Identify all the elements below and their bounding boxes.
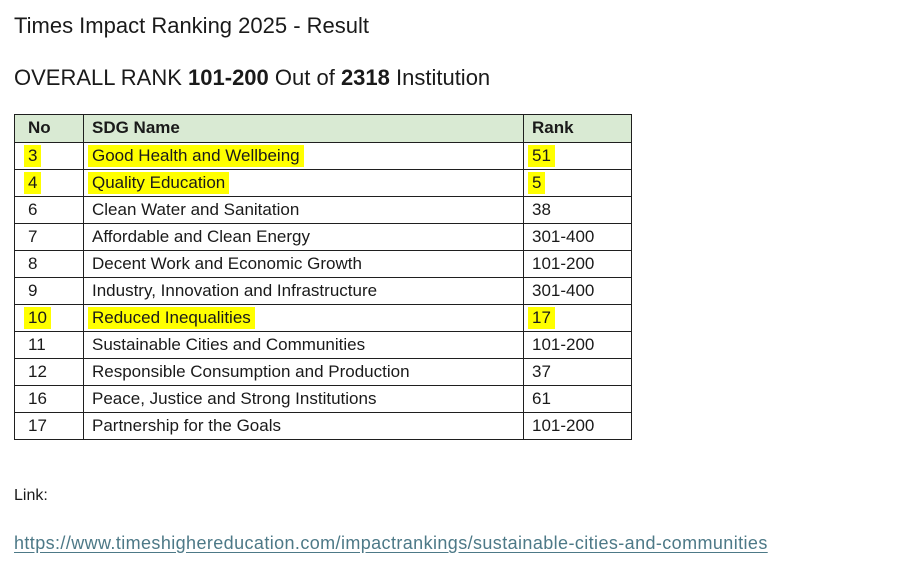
cell-sdg-name: Clean Water and Sanitation — [83, 195, 524, 224]
cell-no: 16 — [14, 384, 84, 413]
cell-rank: 51 — [523, 141, 632, 170]
cell-sdg-name-text: Quality Education — [88, 171, 230, 194]
cell-no: 4 — [14, 168, 84, 197]
overall-rank-suffix: Institution — [389, 65, 491, 91]
slide-page: Times Impact Ranking 2025 - Result OVERA… — [0, 13, 900, 570]
cell-no: 3 — [14, 141, 84, 170]
cell-no-text: 12 — [28, 361, 47, 381]
cell-rank: 301-400 — [523, 222, 632, 251]
cell-rank-text: 61 — [532, 388, 551, 408]
cell-no-text: 6 — [28, 199, 38, 219]
cell-rank: 101-200 — [523, 330, 632, 359]
cell-no: 8 — [14, 249, 84, 278]
cell-rank: 37 — [523, 357, 632, 386]
cell-rank-text: 301-400 — [532, 226, 595, 246]
cell-no-text: 16 — [28, 388, 47, 408]
cell-rank-text: 17 — [528, 306, 555, 329]
cell-no: 10 — [14, 303, 84, 332]
table-row: 12 Responsible Consumption and Productio… — [14, 357, 632, 386]
cell-sdg-name: Affordable and Clean Energy — [83, 222, 524, 251]
table-header: No SDG Name Rank — [14, 113, 632, 143]
cell-no-text: 17 — [28, 415, 47, 435]
overall-rank-middle: Out of — [268, 65, 341, 91]
cell-sdg-name: Reduced Inequalities — [83, 303, 524, 332]
cell-sdg-name: Quality Education — [83, 168, 524, 197]
cell-sdg-name: Sustainable Cities and Communities — [83, 330, 524, 359]
cell-sdg-name-text: Sustainable Cities and Communities — [92, 334, 366, 354]
cell-rank-text: 101-200 — [532, 334, 595, 354]
cell-sdg-name-text: Affordable and Clean Energy — [92, 226, 311, 246]
cell-sdg-name-text: Clean Water and Sanitation — [92, 199, 300, 219]
cell-rank-text: 301-400 — [532, 280, 595, 300]
cell-no-text: 10 — [24, 306, 51, 329]
overall-rank-line: OVERALL RANK 101-200 Out of 2318 Institu… — [14, 65, 900, 90]
cell-rank: 301-400 — [523, 276, 632, 305]
cell-rank: 38 — [523, 195, 632, 224]
cell-sdg-name-text: Peace, Justice and Strong Institutions — [92, 388, 377, 408]
cell-rank: 5 — [523, 168, 632, 197]
table-row: 3 Good Health and Wellbeing 51 — [14, 141, 632, 170]
cell-no: 9 — [14, 276, 84, 305]
header-no: No — [14, 113, 84, 143]
cell-sdg-name: Decent Work and Economic Growth — [83, 249, 524, 278]
cell-no: 7 — [14, 222, 84, 251]
table-row: 10 Reduced Inequalities 17 — [14, 303, 632, 332]
header-sdg-name: SDG Name — [83, 113, 524, 143]
table-row: 4 Quality Education 5 — [14, 168, 632, 197]
cell-no: 17 — [14, 411, 84, 440]
cell-sdg-name: Partnership for the Goals — [83, 411, 524, 440]
table-body: 3 Good Health and Wellbeing 51 4 Quality… — [14, 141, 632, 440]
link-label: Link: — [14, 486, 48, 504]
cell-sdg-name: Industry, Innovation and Infrastructure — [83, 276, 524, 305]
overall-rank-value: 101-200 — [188, 65, 269, 91]
cell-no-text: 8 — [28, 253, 38, 273]
cell-sdg-name: Responsible Consumption and Production — [83, 357, 524, 386]
link-url-line: https://www.timeshighereducation.com/imp… — [14, 533, 900, 554]
cell-sdg-name-text: Good Health and Wellbeing — [88, 144, 304, 167]
table-row: 11 Sustainable Cities and Communities 10… — [14, 330, 632, 359]
cell-sdg-name-text: Partnership for the Goals — [92, 415, 281, 435]
table-row: 8 Decent Work and Economic Growth 101-20… — [14, 249, 632, 278]
cell-rank-text: 101-200 — [532, 415, 595, 435]
cell-rank-text: 38 — [532, 199, 551, 219]
sdg-ranking-table: No SDG Name Rank 3 Good Health and Wellb… — [14, 113, 632, 440]
cell-rank-text: 101-200 — [532, 253, 595, 273]
cell-no: 11 — [14, 330, 84, 359]
cell-no-text: 9 — [28, 280, 38, 300]
table-row: 6 Clean Water and Sanitation 38 — [14, 195, 632, 224]
header-rank: Rank — [523, 113, 632, 143]
cell-rank: 101-200 — [523, 249, 632, 278]
table-row: 9 Industry, Innovation and Infrastructur… — [14, 276, 632, 305]
overall-rank-prefix: OVERALL RANK — [14, 65, 189, 91]
cell-sdg-name: Good Health and Wellbeing — [83, 141, 524, 170]
cell-sdg-name-text: Decent Work and Economic Growth — [92, 253, 362, 273]
cell-no: 12 — [14, 357, 84, 386]
cell-rank: 101-200 — [523, 411, 632, 440]
cell-rank: 17 — [523, 303, 632, 332]
table-header-row: No SDG Name Rank — [14, 113, 632, 143]
cell-sdg-name-text: Industry, Innovation and Infrastructure — [92, 280, 378, 300]
cell-rank: 61 — [523, 384, 632, 413]
institution-total: 2318 — [340, 65, 390, 91]
cell-no: 6 — [14, 195, 84, 224]
cell-sdg-name-text: Responsible Consumption and Production — [92, 361, 410, 381]
cell-no-text: 3 — [24, 144, 42, 167]
table-row: 16 Peace, Justice and Strong Institution… — [14, 384, 632, 413]
cell-no-text: 4 — [24, 171, 42, 194]
cell-sdg-name: Peace, Justice and Strong Institutions — [83, 384, 524, 413]
impact-rankings-link[interactable]: https://www.timeshighereducation.com/imp… — [14, 532, 768, 553]
page-title: Times Impact Ranking 2025 - Result — [14, 13, 369, 38]
table-row: 17 Partnership for the Goals 101-200 — [14, 411, 632, 440]
cell-no-text: 11 — [28, 334, 46, 354]
cell-rank-text: 5 — [528, 171, 546, 194]
cell-rank-text: 37 — [532, 361, 551, 381]
table-row: 7 Affordable and Clean Energy 301-400 — [14, 222, 632, 251]
cell-no-text: 7 — [28, 226, 38, 246]
cell-rank-text: 51 — [528, 144, 555, 167]
cell-sdg-name-text: Reduced Inequalities — [88, 306, 255, 329]
